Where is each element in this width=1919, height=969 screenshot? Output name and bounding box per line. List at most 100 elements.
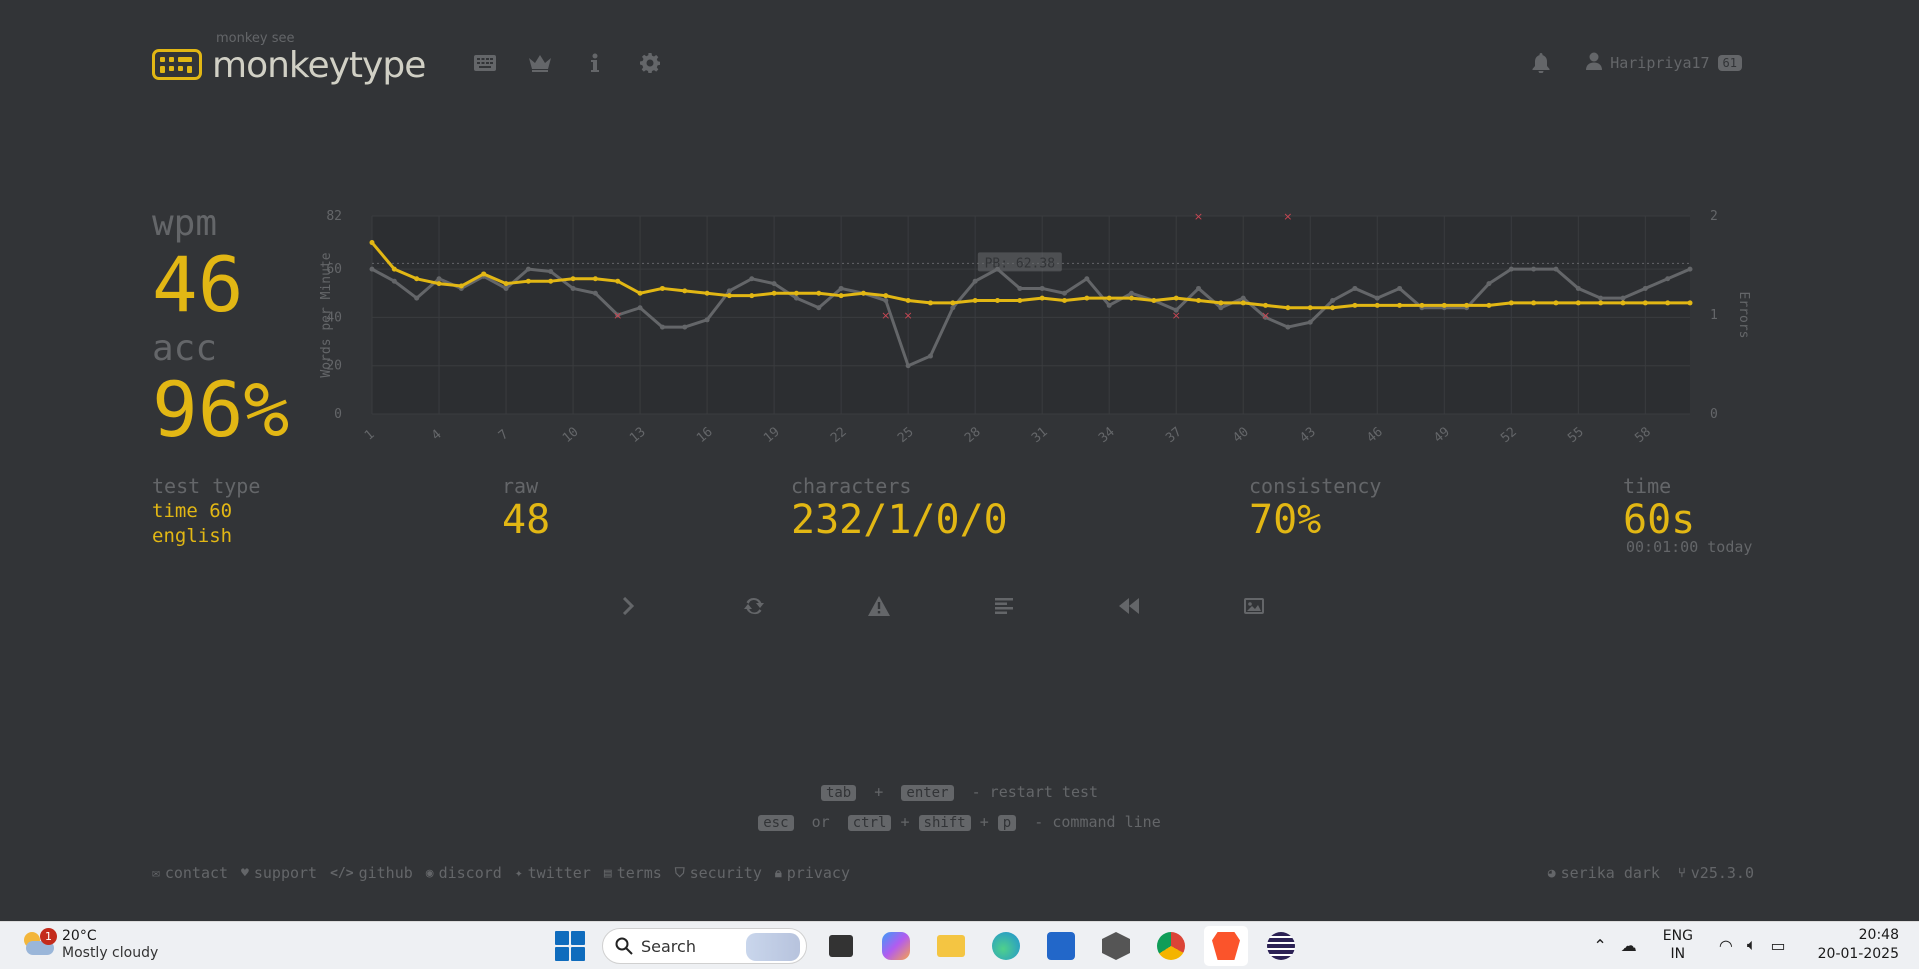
series-point-wpm: [1017, 298, 1023, 304]
series-point-raw: [592, 290, 598, 296]
error-marker: ×: [904, 309, 913, 322]
warning-icon[interactable]: [865, 592, 893, 620]
footer-link-terms[interactable]: ▤ terms: [603, 864, 662, 882]
version-button[interactable]: ⑂ v25.3.0: [1677, 864, 1754, 882]
key-ctrl: ctrl: [847, 815, 892, 831]
series-point-wpm: [838, 293, 844, 299]
series-point-wpm: [1665, 300, 1671, 306]
task-view-icon[interactable]: [819, 926, 863, 966]
x-tick-label: 4: [429, 427, 445, 444]
raw-label: raw: [502, 474, 539, 498]
edge-icon[interactable]: [984, 926, 1028, 966]
taskbar-search[interactable]: Search: [602, 928, 807, 964]
file-explorer-icon[interactable]: [929, 926, 973, 966]
footer-link-contact[interactable]: ✉ contact: [152, 864, 229, 882]
x-tick-label: 28: [962, 425, 984, 447]
weather-widget[interactable]: 1 20°C Mostly cloudy: [22, 928, 158, 962]
series-line-raw: [371, 267, 1691, 368]
repeat-test-button[interactable]: [740, 592, 768, 620]
wifi-icon[interactable]: ◠: [1718, 935, 1733, 955]
series-point-wpm: [414, 276, 420, 282]
error-marker: ×: [1172, 309, 1181, 322]
series-point-wpm: [1531, 300, 1537, 306]
keyboard-icon[interactable]: [472, 50, 497, 75]
clock[interactable]: 20:48 20-01-2025: [1818, 926, 1899, 964]
key-enter: enter: [901, 785, 954, 801]
chevron-up-icon[interactable]: ⌃: [1593, 935, 1607, 955]
series-point-raw: [927, 353, 933, 359]
discord-icon: ◉: [425, 865, 434, 881]
raw-value: 48: [502, 497, 551, 543]
command-line-hint-text: - command line: [1034, 813, 1161, 831]
y-tick-label: 82: [326, 209, 342, 224]
pb-label-box: [977, 252, 1062, 272]
consistency-label: consistency: [1249, 474, 1382, 498]
battery-icon[interactable]: ▭: [1770, 935, 1786, 955]
user-account-button[interactable]: Haripriya17 61: [1586, 52, 1742, 74]
bell-icon[interactable]: [1532, 53, 1550, 73]
series-point-raw: [503, 285, 509, 291]
app-hexagon-icon[interactable]: [1094, 926, 1138, 966]
footer-link-support[interactable]: ♥ support: [241, 864, 318, 882]
series-point-wpm: [637, 290, 643, 296]
series-point-wpm: [1352, 302, 1358, 308]
series-point-wpm: [1575, 300, 1581, 306]
series-point-wpm: [1285, 305, 1291, 311]
series-point-raw: [391, 278, 397, 284]
series-point-raw: [1374, 295, 1380, 301]
series-point-wpm: [927, 300, 933, 306]
brave-icon[interactable]: [1204, 926, 1248, 966]
footer-link-discord[interactable]: ◉ discord: [425, 864, 502, 882]
header: monkey see monkeytype Haripriya17 61: [152, 30, 1742, 100]
store-icon[interactable]: [1039, 926, 1083, 966]
time-value: 60s: [1623, 497, 1696, 543]
footer-link-security[interactable]: ⛉ security: [674, 864, 762, 882]
info-icon[interactable]: [582, 50, 607, 75]
x-tick-label: 7: [496, 427, 512, 444]
series-point-raw: [704, 317, 710, 323]
chrome-icon[interactable]: [1149, 926, 1193, 966]
lock-icon: 🔒︎: [774, 865, 782, 881]
series-point-raw: [414, 295, 420, 301]
footer-link-github[interactable]: </> github: [330, 864, 413, 882]
series-point-wpm: [659, 285, 665, 291]
series-point-wpm: [503, 281, 509, 287]
wpm-chart[interactable]: 0 20 40 60 82 0 1 2 1 4 7 10 13 16 19 22 25 28 31 34 37 40 43 4…: [310, 198, 1770, 458]
screenshot-button[interactable]: [1240, 592, 1268, 620]
series-point-wpm: [905, 298, 911, 304]
gear-icon[interactable]: [637, 50, 662, 75]
error-marker: ×: [1261, 309, 1270, 322]
taskbar-apps: [819, 926, 1303, 966]
footer-link-twitter[interactable]: ✦ twitter: [514, 864, 591, 882]
crown-icon[interactable]: [527, 50, 552, 75]
series-point-wpm: [793, 290, 799, 296]
x-tick-label: 13: [627, 425, 649, 447]
theme-button[interactable]: ◕ serika dark: [1547, 864, 1660, 882]
logo[interactable]: monkey see monkeytype: [152, 31, 426, 84]
eclipse-icon[interactable]: [1259, 926, 1303, 966]
series-point-wpm: [1508, 300, 1514, 306]
series-point-raw: [1218, 305, 1224, 311]
test-type-label: test type: [152, 474, 261, 498]
series-point-wpm: [860, 290, 866, 296]
replay-button[interactable]: [1115, 592, 1143, 620]
series-point-wpm: [816, 290, 822, 296]
copilot-icon[interactable]: [874, 926, 918, 966]
key-p: p: [997, 815, 1017, 831]
volume-icon[interactable]: 🔈︎: [1746, 935, 1757, 954]
windows-start-icon[interactable]: [555, 931, 585, 961]
series-point-wpm: [481, 271, 487, 277]
x-tick-label: 16: [694, 425, 716, 447]
next-test-button[interactable]: [615, 592, 643, 620]
x-tick-label: 46: [1364, 425, 1386, 447]
series-point-wpm: [1129, 295, 1135, 301]
words-history-button[interactable]: [990, 592, 1018, 620]
series-point-raw: [570, 285, 576, 291]
series-point-raw: [615, 312, 621, 318]
series-point-raw: [1062, 290, 1068, 296]
footer-link-privacy[interactable]: 🔒︎ privacy: [774, 864, 850, 882]
series-point-wpm: [883, 293, 889, 299]
onedrive-warning-icon[interactable]: ☁: [1620, 935, 1637, 955]
series-point-raw: [1486, 281, 1492, 287]
language-indicator[interactable]: ENG IN: [1662, 928, 1693, 962]
